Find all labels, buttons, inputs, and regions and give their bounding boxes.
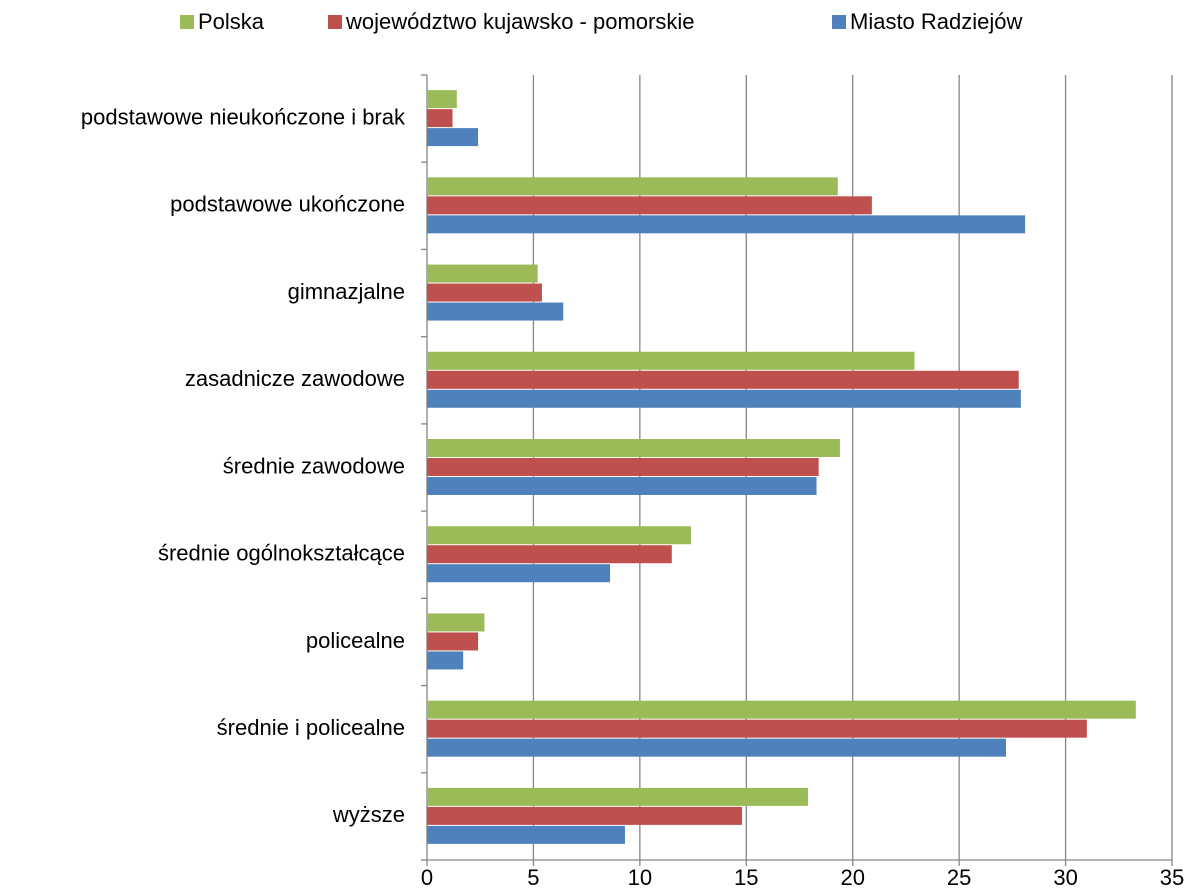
y-tick-label: wyższe <box>332 802 405 827</box>
bar <box>427 109 453 128</box>
legend-swatch <box>328 15 342 29</box>
bar <box>427 700 1136 719</box>
bar <box>427 90 457 109</box>
legend-swatch <box>832 15 846 29</box>
bar <box>427 264 538 283</box>
legend-label: Polska <box>198 9 265 34</box>
y-tick-label: średnie i policealne <box>217 715 405 740</box>
legend-label: województwo kujawsko - pomorskie <box>345 9 694 34</box>
x-tick-label: 30 <box>1053 865 1077 890</box>
bar <box>427 719 1087 738</box>
x-tick-label: 0 <box>421 865 433 890</box>
bar <box>427 825 625 844</box>
y-tick-label: podstawowe ukończone <box>170 192 405 217</box>
bar <box>427 632 479 651</box>
y-tick-label: zasadnicze zawodowe <box>185 366 405 391</box>
y-tick-label: policealne <box>306 628 405 653</box>
bar <box>427 370 1019 389</box>
y-tick-label: podstawowe nieukończone i brak <box>81 104 406 129</box>
bar <box>427 439 840 457</box>
bar <box>427 545 672 564</box>
bar <box>427 351 915 370</box>
bar <box>427 283 542 302</box>
x-tick-label: 15 <box>734 865 758 890</box>
x-tick-label: 10 <box>628 865 652 890</box>
bar <box>427 302 564 321</box>
bar <box>427 564 611 583</box>
bar <box>427 806 743 825</box>
bar <box>427 738 1006 757</box>
bar <box>427 787 809 806</box>
bar <box>427 477 817 495</box>
bar <box>427 177 838 196</box>
x-tick-label: 5 <box>527 865 539 890</box>
x-tick-label: 20 <box>840 865 864 890</box>
bar <box>427 215 1026 234</box>
x-tick-label: 35 <box>1160 865 1184 890</box>
x-tick-label: 25 <box>947 865 971 890</box>
bar <box>427 458 819 476</box>
bar <box>427 196 872 215</box>
legend-swatch <box>180 15 194 29</box>
y-tick-label: gimnazjalne <box>288 279 405 304</box>
bar <box>427 613 485 632</box>
bar <box>427 128 479 147</box>
legend-label: Miasto Radziejów <box>850 9 1023 34</box>
bar <box>427 651 464 670</box>
y-tick-label: średnie zawodowe <box>223 453 405 478</box>
y-tick-label: średnie ogólnokształcące <box>158 541 405 566</box>
bar <box>427 389 1021 408</box>
bar <box>427 526 691 545</box>
